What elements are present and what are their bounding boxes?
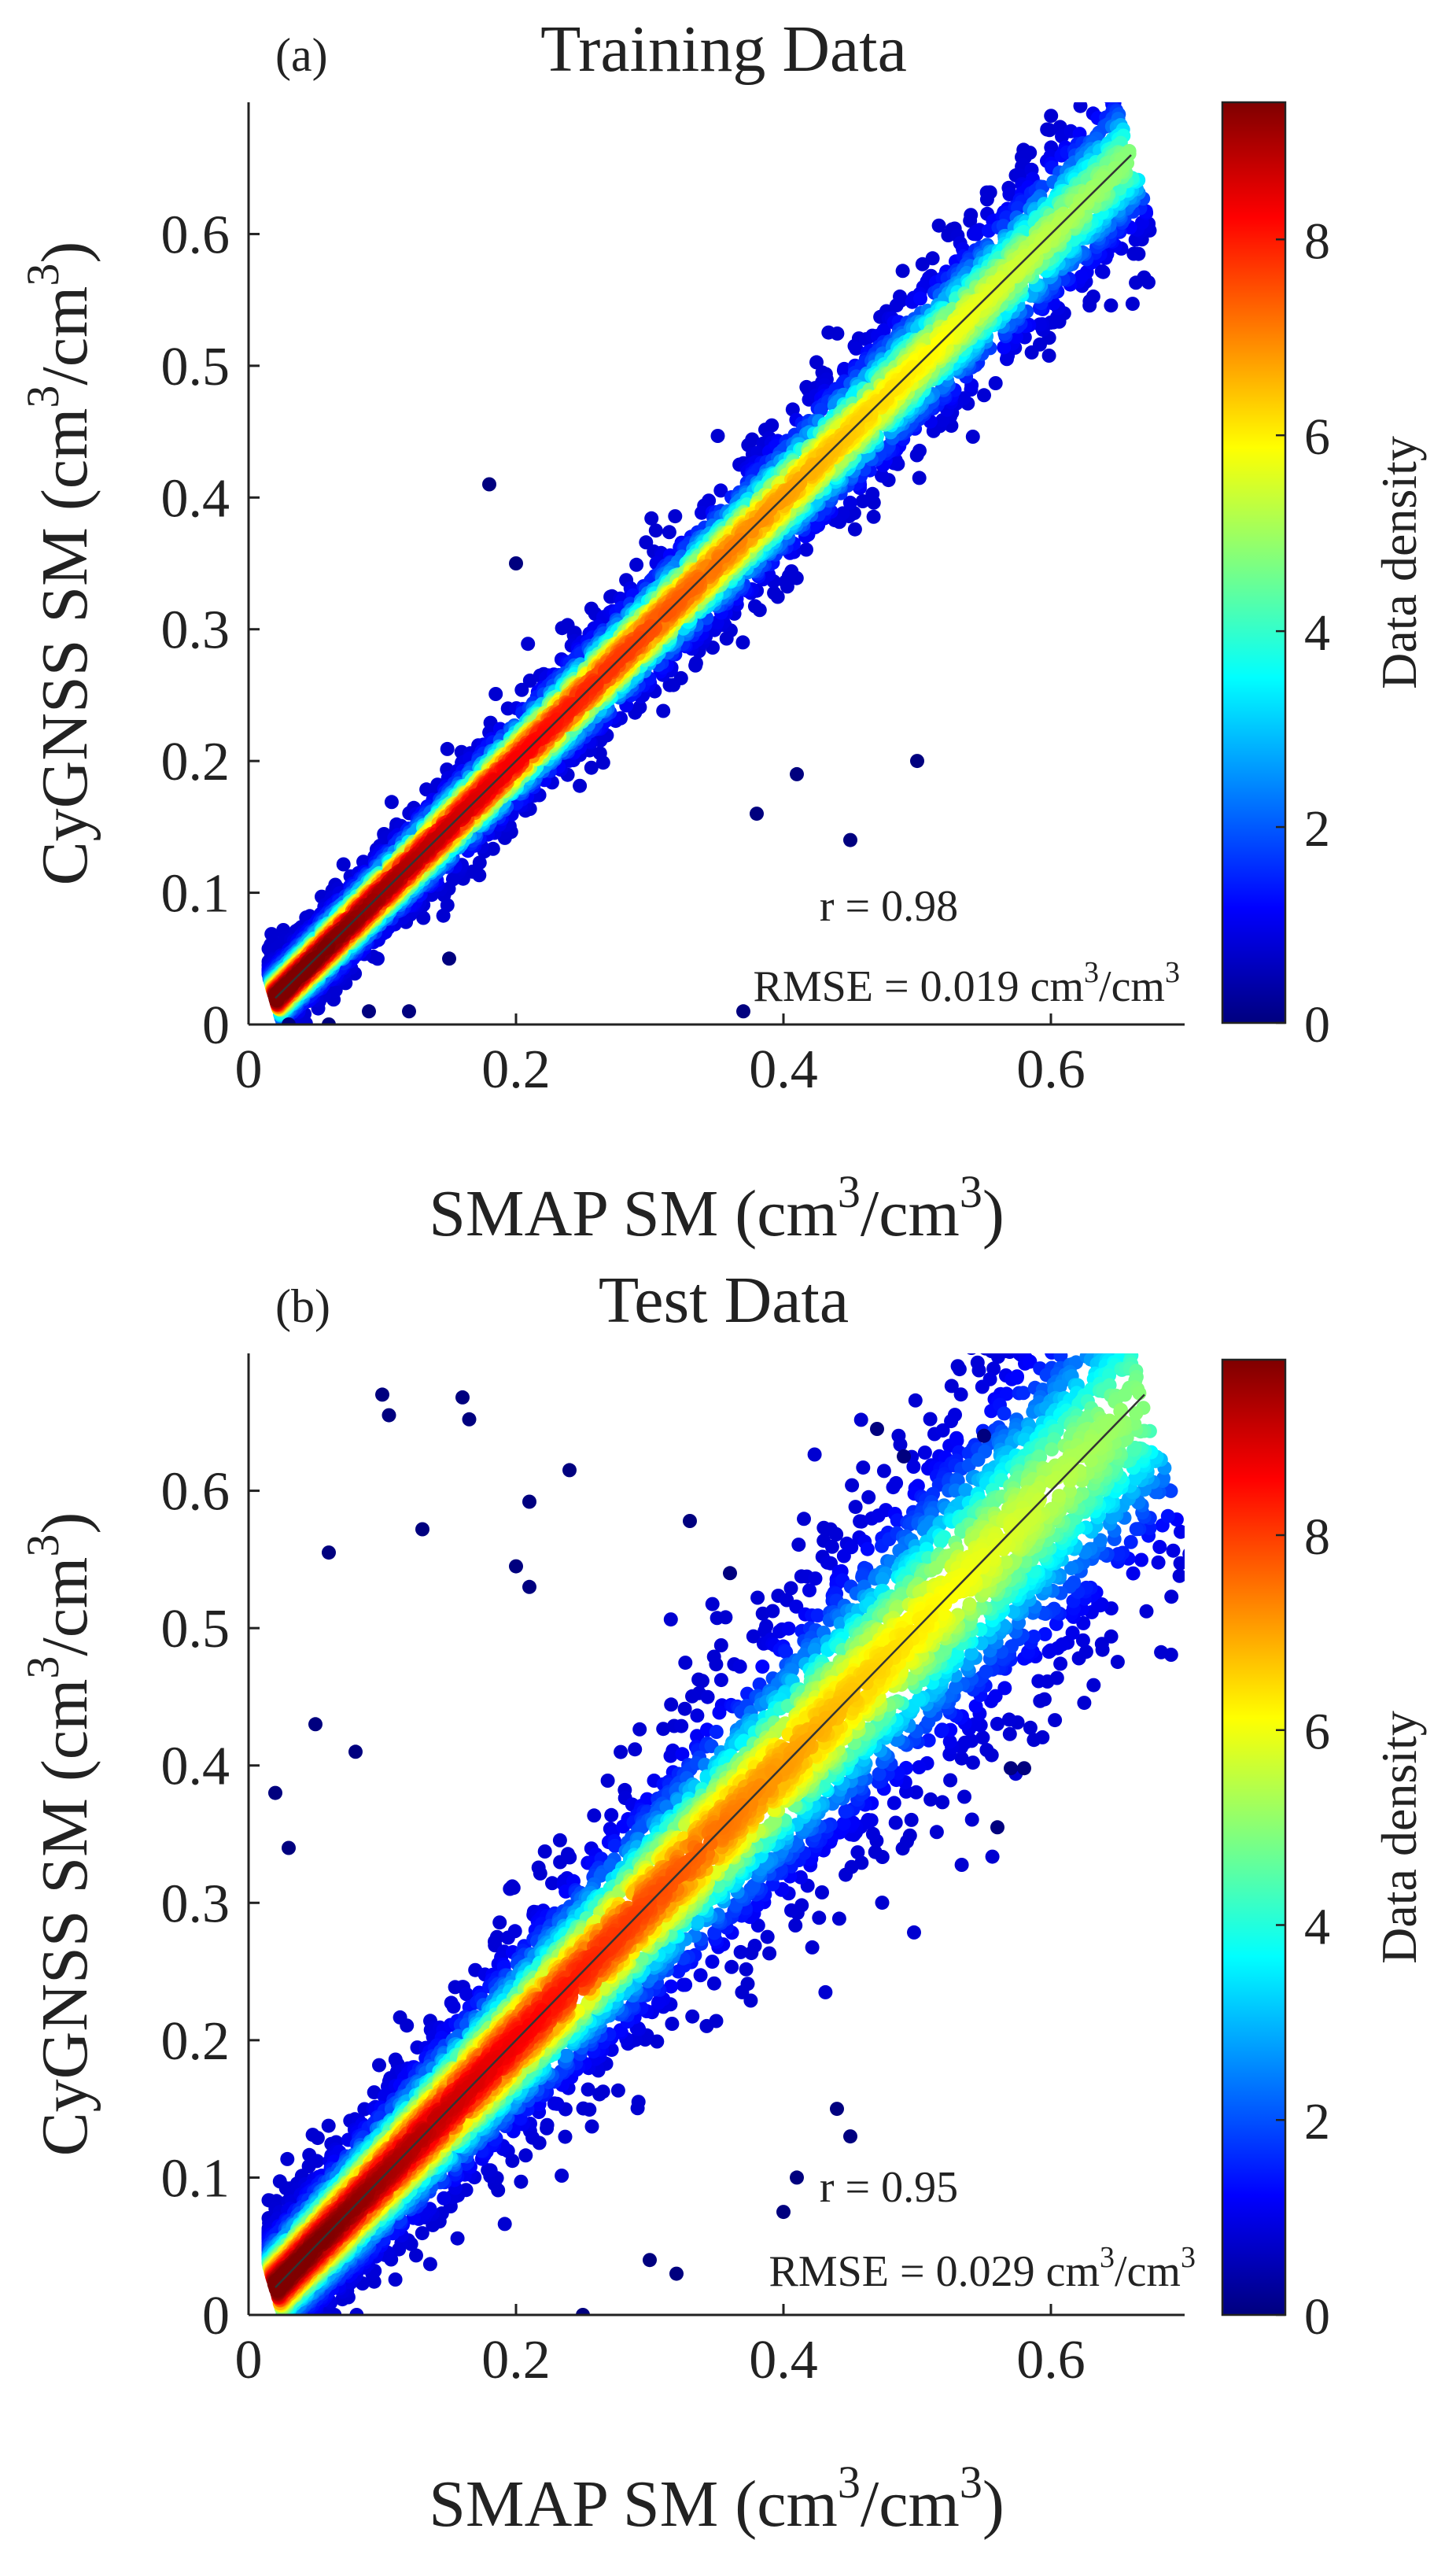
scatter-point (1041, 349, 1056, 363)
scatter-point (979, 192, 994, 207)
scatter-point (913, 291, 927, 306)
scatter-point (931, 218, 946, 233)
scatter-point (1033, 337, 1047, 352)
scatter-point (799, 542, 813, 557)
scatter-point (889, 298, 904, 313)
scatter-point (836, 363, 851, 378)
scatter-point (865, 486, 880, 501)
scatter-point (1060, 83, 1074, 97)
scatter-point (988, 376, 1003, 390)
scatter-point (847, 522, 862, 537)
scatter-point (264, 927, 279, 942)
scatter-point (912, 443, 927, 458)
scatter-point (1023, 146, 1038, 161)
scatter-point (895, 264, 910, 279)
scatter-point (662, 525, 676, 540)
scatter-point (977, 388, 991, 403)
scatter-point (713, 483, 728, 498)
scatter-point (688, 655, 703, 670)
scatter-point (855, 494, 870, 508)
scatter-point (1094, 264, 1109, 279)
scatter-point (521, 637, 536, 652)
scatter-point (1126, 246, 1141, 261)
scatter-point (1104, 298, 1119, 313)
scatter-point (384, 795, 399, 810)
scatter-point (336, 857, 351, 872)
scatter-point (1007, 260, 1022, 275)
chart-title-a: Training Data (540, 13, 907, 86)
scatter-point (765, 418, 780, 433)
scatter-point (488, 687, 503, 701)
scatter-point (1059, 85, 1073, 99)
scatter-point (629, 557, 644, 572)
panel-a: (a) Training Data 0 0.2 0.4 0.6 00.10.20.30… (17, 13, 1427, 1250)
scatter-point (849, 341, 864, 356)
scatter-point (842, 495, 857, 510)
scatter-point (1042, 123, 1057, 138)
scatter-point (1032, 317, 1047, 332)
scatter-point (472, 855, 487, 870)
panel-label-a: (a) (275, 29, 328, 81)
scatter-point (514, 682, 529, 697)
scatter-point (951, 315, 966, 330)
scatter-point (1044, 109, 1059, 124)
scatter-point (969, 227, 984, 242)
scatter-point (866, 509, 881, 524)
scatter-point (744, 524, 759, 539)
scatter-point (809, 355, 824, 370)
scatter-point (767, 585, 782, 600)
scatter-point (1104, 102, 1113, 104)
scatter-point (573, 778, 588, 793)
scatter-point (813, 402, 828, 417)
scatter-point (648, 523, 663, 538)
scatter-point (997, 340, 1012, 355)
scatter-point (925, 251, 940, 266)
scatter-point (584, 760, 599, 775)
scatter-point (710, 429, 725, 443)
scatter-point (695, 505, 709, 520)
scatter-point (632, 700, 647, 714)
scatter-point (662, 677, 677, 692)
scatter-point (1125, 297, 1140, 312)
scatter-point (876, 323, 891, 338)
scatter-point (1129, 275, 1144, 290)
scatter-point (875, 468, 889, 483)
scatter-point (1074, 269, 1089, 284)
scatter-point (912, 471, 927, 485)
scatter-point (963, 213, 978, 228)
scatter-point (830, 326, 845, 341)
scatter-point (735, 635, 750, 650)
scatter-point (644, 511, 659, 526)
scatter-point (747, 599, 762, 614)
scatter-points-a (261, 29, 1157, 1024)
scatter-point (1088, 29, 1102, 43)
scatter-point (965, 430, 980, 444)
scatter-point (440, 741, 455, 756)
scatter-point (656, 703, 671, 718)
scatter-point (1108, 165, 1122, 180)
scatter-point (1086, 289, 1100, 304)
scatter-point (784, 564, 799, 579)
scatter-point (668, 509, 683, 524)
scatter-point (1073, 102, 1088, 113)
